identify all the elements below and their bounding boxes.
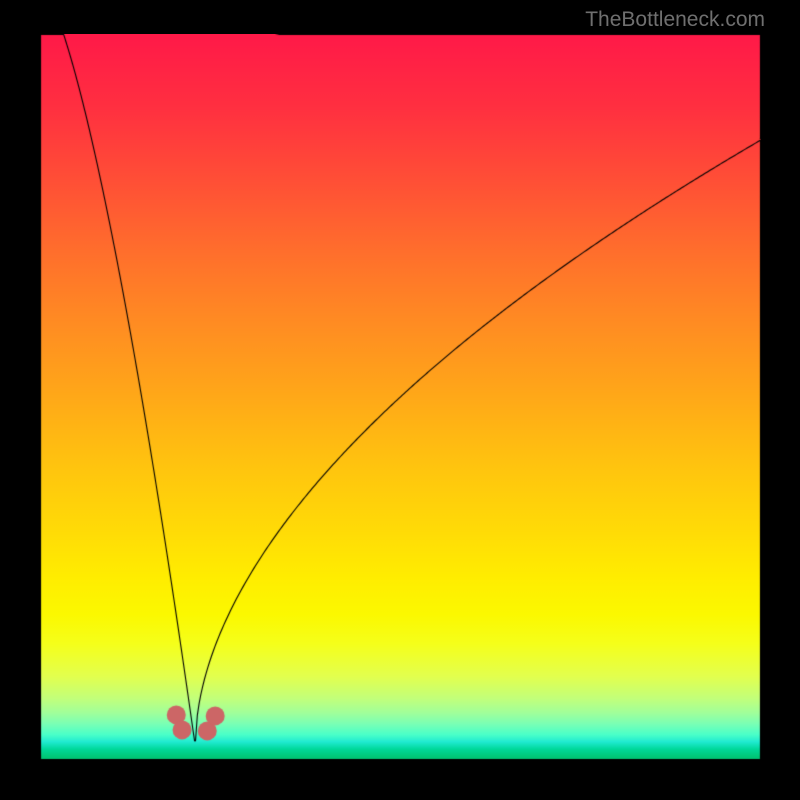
- chart-stage: TheBottleneck.com: [0, 0, 800, 800]
- plot-area: [40, 34, 761, 760]
- bottleneck-curve: [40, 34, 761, 760]
- watermark-text: TheBottleneck.com: [585, 8, 765, 32]
